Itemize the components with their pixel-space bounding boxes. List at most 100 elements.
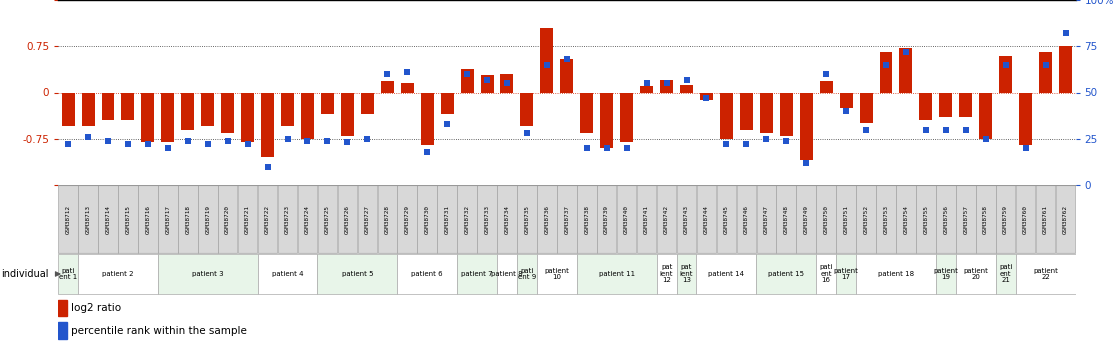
Bar (501, 74, 513, 92)
Bar (897, 185, 916, 253)
Text: patient 8: patient 8 (491, 271, 523, 277)
Bar (378, 185, 397, 253)
Bar (796, 185, 816, 253)
Text: GSM38731: GSM38731 (445, 205, 449, 234)
Text: GSM38760: GSM38760 (1023, 205, 1029, 234)
Point (438, 121, 456, 127)
Point (319, 138, 337, 144)
Point (858, 127, 875, 132)
Bar (737, 185, 756, 253)
Text: GSM38716: GSM38716 (145, 205, 151, 234)
Text: GSM38728: GSM38728 (385, 205, 390, 234)
Point (558, 57, 576, 62)
Bar (457, 254, 498, 294)
Text: GSM38714: GSM38714 (105, 205, 111, 234)
Text: GSM38719: GSM38719 (206, 205, 210, 234)
Text: GSM38755: GSM38755 (923, 205, 928, 234)
Text: GSM38750: GSM38750 (824, 205, 828, 234)
Bar (420, 92, 434, 145)
Point (698, 95, 716, 101)
Point (797, 160, 815, 166)
Bar (836, 254, 856, 294)
Bar (158, 185, 178, 253)
Text: GSM38758: GSM38758 (983, 205, 988, 234)
Bar (381, 81, 394, 92)
Bar (956, 254, 996, 294)
Text: GSM38733: GSM38733 (484, 205, 490, 234)
Bar (82, 92, 95, 126)
Bar (521, 92, 533, 126)
Point (1036, 62, 1054, 68)
Bar (481, 75, 493, 92)
Text: individual: individual (1, 269, 48, 279)
Bar (697, 185, 717, 253)
Text: GSM38720: GSM38720 (225, 205, 230, 234)
Point (100, 138, 117, 144)
Bar (297, 185, 318, 253)
Bar (656, 254, 676, 294)
Point (518, 130, 536, 136)
Bar (676, 254, 697, 294)
Bar (397, 254, 457, 294)
Text: patient 14: patient 14 (709, 271, 745, 277)
Text: GSM38725: GSM38725 (325, 205, 330, 234)
Bar (158, 254, 257, 294)
Bar (1039, 52, 1052, 92)
Point (498, 80, 515, 86)
Point (299, 138, 316, 144)
Text: GSM38732: GSM38732 (465, 205, 470, 234)
Bar (877, 185, 896, 253)
Text: GSM38759: GSM38759 (1003, 205, 1008, 234)
Bar (959, 92, 973, 117)
Text: GSM38738: GSM38738 (585, 205, 589, 234)
Bar (680, 85, 693, 92)
Text: pati
ent
16: pati ent 16 (819, 265, 833, 284)
Point (199, 141, 217, 147)
Bar (757, 254, 816, 294)
Bar (1055, 185, 1076, 253)
Bar (238, 185, 257, 253)
Text: patient 15: patient 15 (768, 271, 804, 277)
Text: percentile rank within the sample: percentile rank within the sample (72, 326, 247, 336)
Text: GSM38753: GSM38753 (883, 205, 889, 234)
Bar (58, 322, 67, 339)
Bar (916, 185, 936, 253)
Bar (241, 92, 254, 142)
Text: GSM38741: GSM38741 (644, 205, 650, 234)
Point (837, 108, 855, 114)
Point (418, 149, 436, 155)
Text: GSM38747: GSM38747 (764, 205, 769, 234)
Text: patient 6: patient 6 (411, 271, 443, 277)
Bar (398, 185, 417, 253)
Text: patient
22: patient 22 (1033, 268, 1058, 280)
Text: GSM38754: GSM38754 (903, 205, 909, 234)
Point (917, 127, 935, 132)
Bar (119, 185, 138, 253)
Bar (697, 254, 757, 294)
Bar (856, 254, 936, 294)
Point (618, 145, 636, 151)
Text: GSM38717: GSM38717 (165, 205, 170, 234)
Text: pat
ient
13: pat ient 13 (680, 265, 693, 284)
Text: GSM38722: GSM38722 (265, 205, 271, 234)
Text: GSM38749: GSM38749 (804, 205, 808, 234)
Point (79, 134, 97, 140)
Bar (660, 80, 673, 92)
Text: patient 11: patient 11 (598, 271, 635, 277)
Text: GSM38743: GSM38743 (684, 205, 689, 234)
Bar (517, 254, 537, 294)
Bar (198, 185, 218, 253)
Text: GSM38730: GSM38730 (425, 205, 429, 234)
Bar (122, 92, 134, 120)
Bar (816, 254, 836, 294)
Bar (218, 185, 237, 253)
Point (678, 77, 695, 82)
Point (977, 136, 995, 141)
Text: patient 5: patient 5 (342, 271, 373, 277)
Bar (58, 185, 78, 253)
Text: GSM38751: GSM38751 (844, 205, 849, 234)
Bar (161, 92, 174, 142)
Bar (1035, 185, 1055, 253)
Bar (860, 92, 872, 123)
Text: GSM38752: GSM38752 (863, 205, 869, 234)
